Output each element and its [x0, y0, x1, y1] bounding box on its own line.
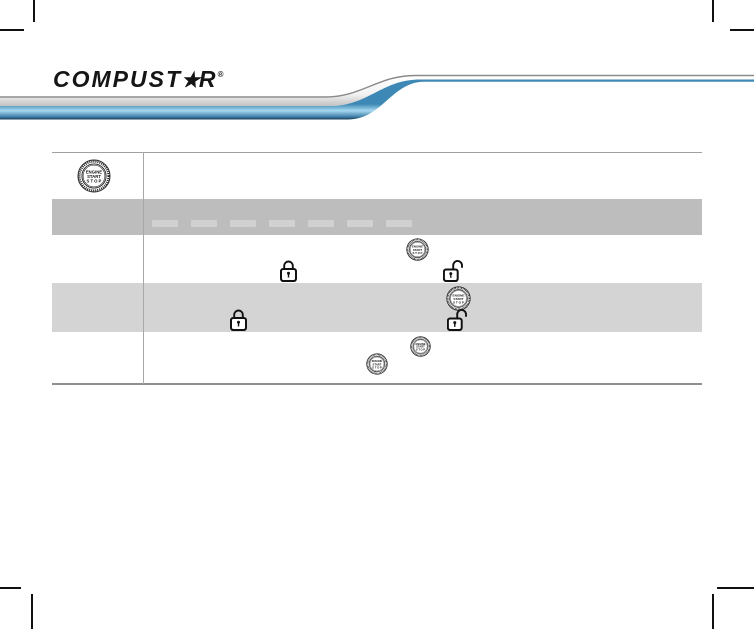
ghost-text-dash: [308, 220, 334, 227]
crop-mark-top-left-vertical: [33, 0, 35, 22]
svg-text:STOP: STOP: [372, 365, 382, 369]
engine-start-stop-button-icon: ENGINE START STOP: [77, 159, 111, 193]
ghost-text-dash: [230, 220, 256, 227]
crop-mark-bottom-left-vertical: [31, 594, 33, 629]
logo-text-after-star: R: [198, 66, 218, 92]
crop-mark-top-left-horizontal: [0, 29, 24, 31]
svg-text:STOP: STOP: [416, 348, 426, 352]
ghost-text-dash: [386, 220, 412, 227]
crop-mark-bottom-left-horizontal: [0, 587, 21, 589]
svg-text:START: START: [373, 362, 382, 366]
table-column-divider: [143, 152, 144, 384]
swoosh-top-line: [0, 74, 754, 98]
crop-mark-top-right-horizontal: [730, 29, 754, 31]
ghost-text-dash: [152, 220, 178, 227]
svg-text:ENGINE: ENGINE: [415, 342, 425, 346]
table-row-4-band: [52, 283, 702, 332]
swoosh-blue-band: [0, 79, 754, 120]
engine-start-stop-button-icon: ENGINE START STOP: [366, 353, 388, 375]
lock-closed-icon: [280, 259, 297, 282]
engine-start-stop-button-icon: ENGINE START STOP: [410, 336, 431, 357]
lock-open-icon: [443, 259, 465, 282]
ghost-text-dash: [191, 220, 217, 227]
svg-text:STOP: STOP: [412, 251, 423, 255]
svg-text:ENGINE: ENGINE: [372, 359, 383, 363]
logo-text-before-star: COMPUST: [53, 66, 182, 92]
svg-text:START: START: [416, 345, 425, 349]
header-swoosh-banner: [0, 74, 754, 120]
crop-mark-bottom-right-vertical: [712, 594, 714, 629]
swoosh-white-band: [0, 76, 754, 106]
svg-text:START: START: [87, 174, 101, 179]
crop-mark-top-right-vertical: [712, 0, 714, 22]
svg-text:START: START: [413, 248, 423, 252]
svg-text:ENGINE: ENGINE: [86, 169, 102, 174]
table-row-2-band: [52, 199, 702, 235]
engine-start-stop-button-icon: ENGINE START STOP: [406, 238, 429, 261]
svg-text:ENGINE: ENGINE: [412, 245, 423, 249]
ghost-text-dash: [269, 220, 295, 227]
logo-star-icon: ★: [181, 69, 200, 92]
crop-mark-bottom-right-horizontal: [717, 587, 754, 589]
ghost-text-dash: [347, 220, 373, 227]
registered-trademark-symbol: ®: [217, 70, 224, 79]
svg-text:STOP: STOP: [87, 179, 103, 184]
compustar-logo: COMPUST★R®: [53, 63, 224, 92]
table-bottom-border: [52, 383, 702, 385]
table-top-border: [52, 152, 702, 153]
